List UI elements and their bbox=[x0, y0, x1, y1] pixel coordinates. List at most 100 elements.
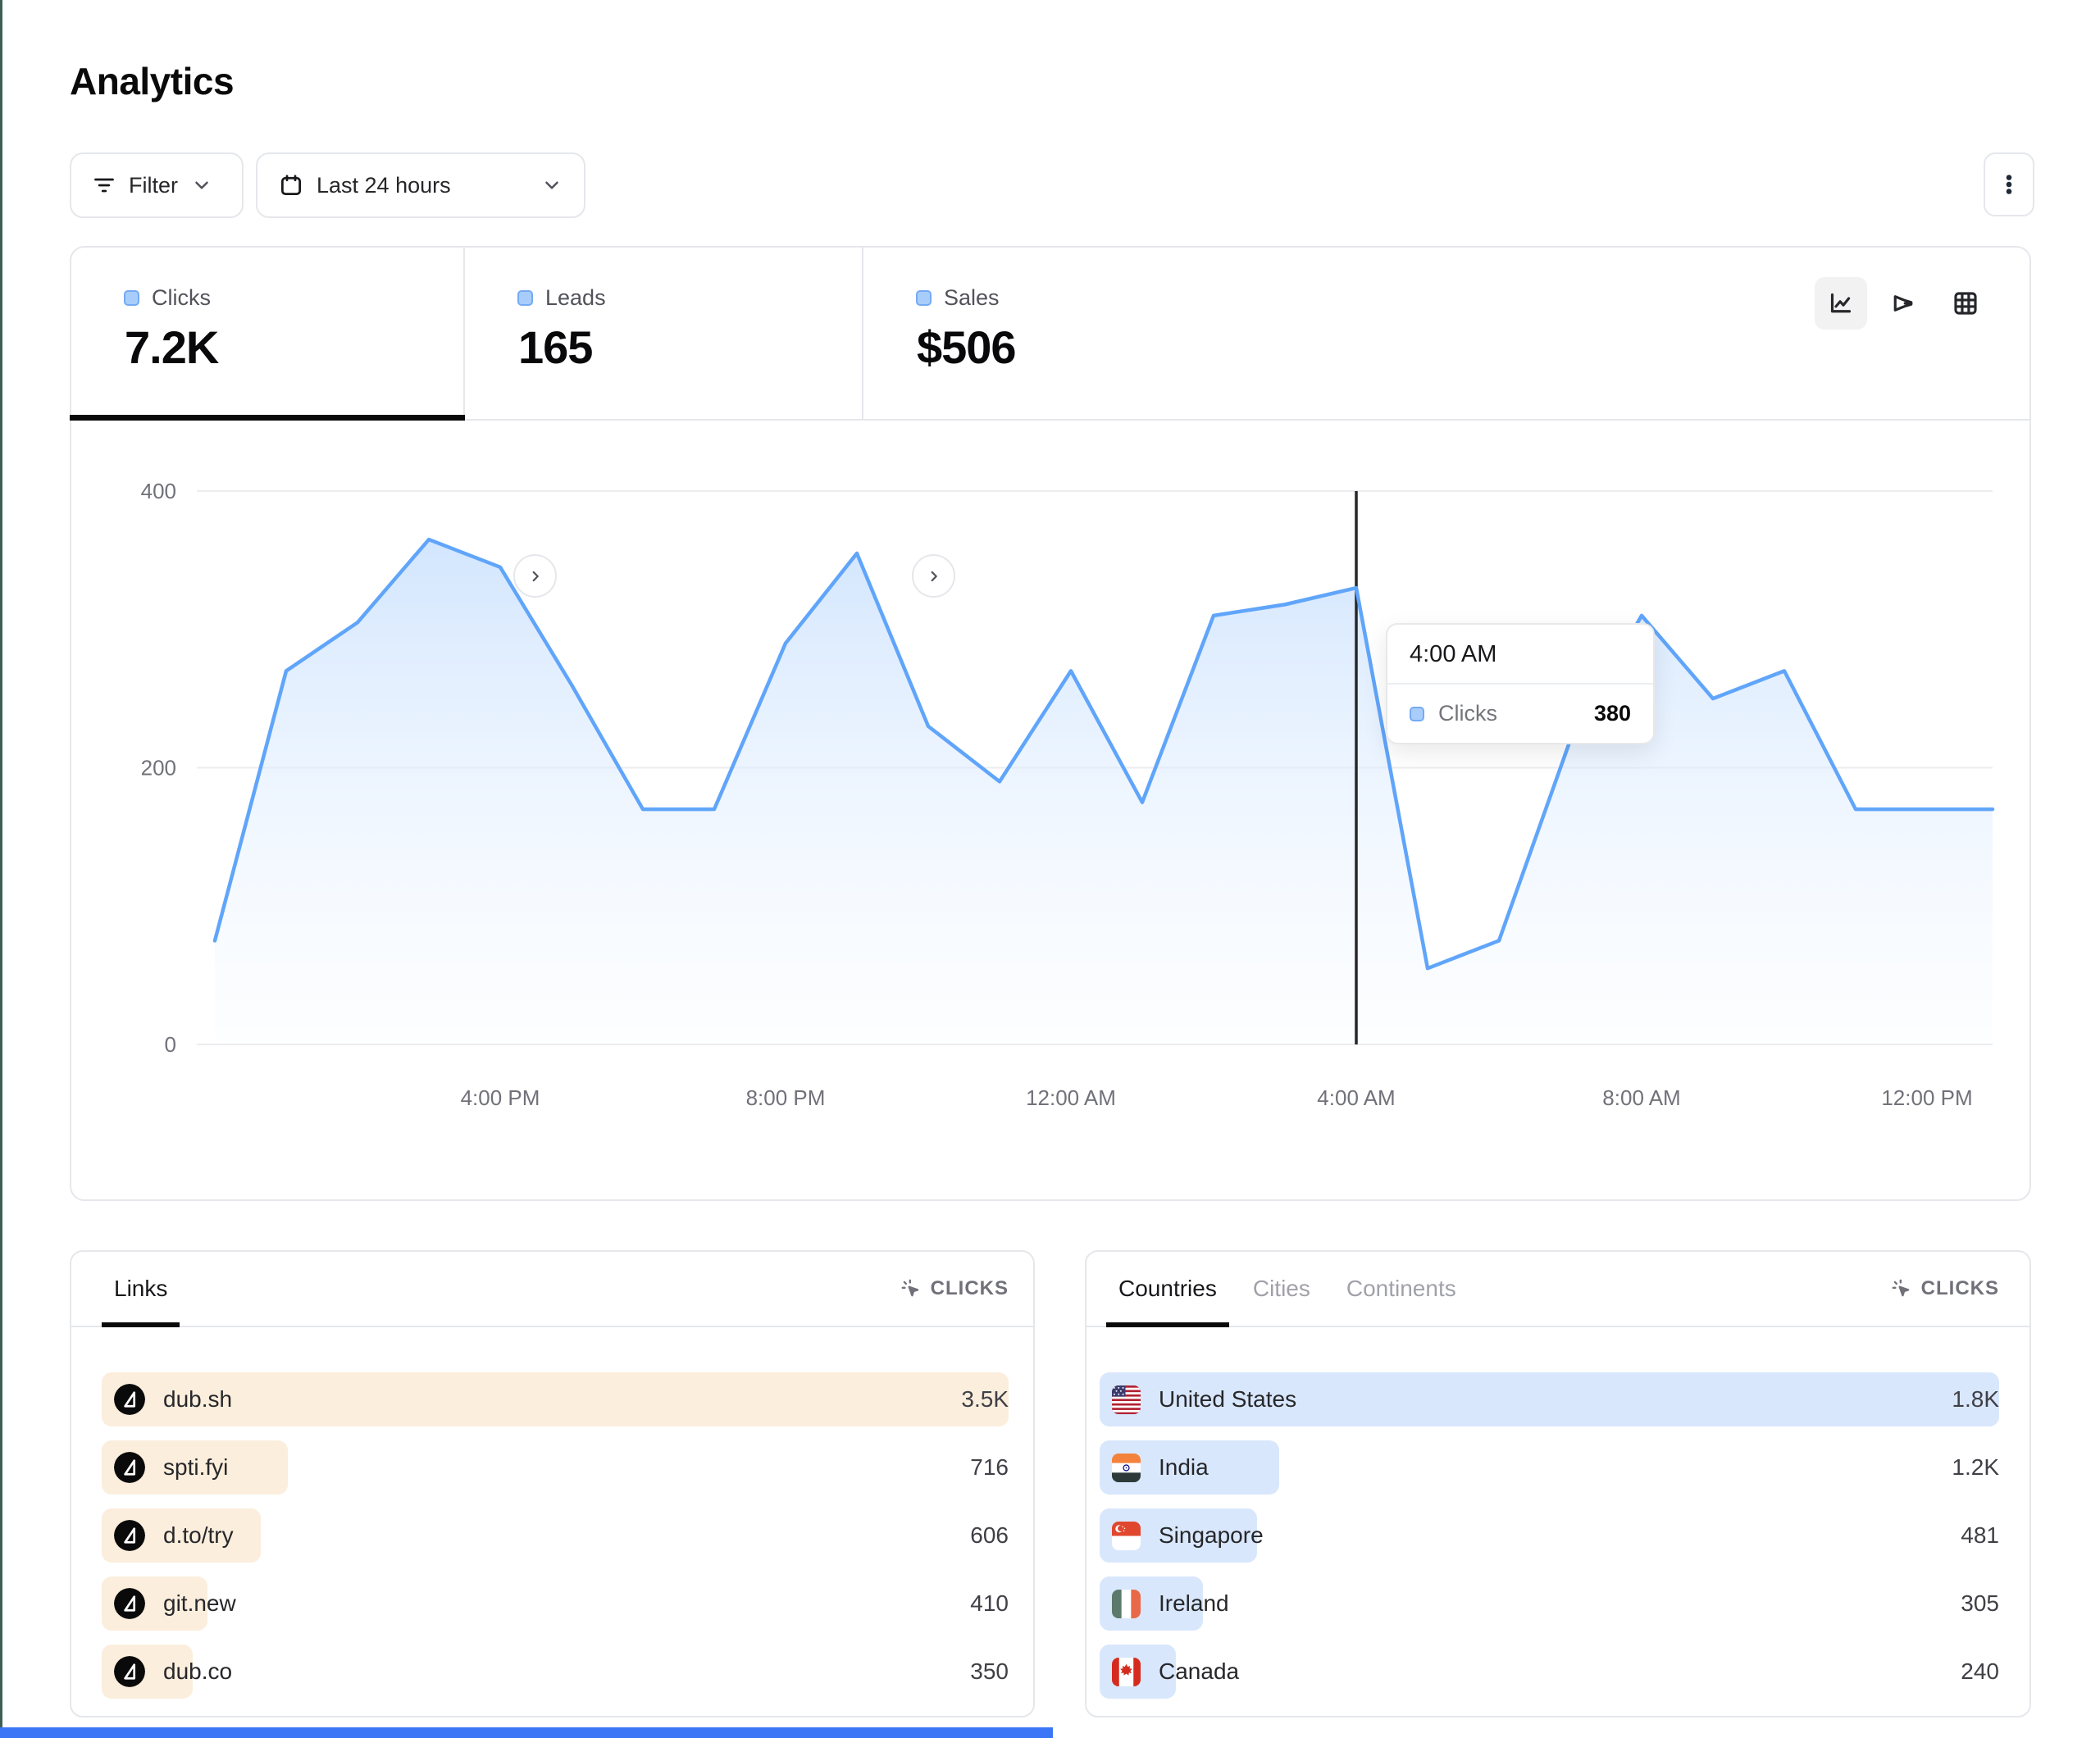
country-label: India bbox=[1159, 1454, 1209, 1480]
flag-ireland-icon bbox=[1112, 1589, 1141, 1618]
flag-singapore-icon bbox=[1112, 1521, 1141, 1550]
chevron-right-icon bbox=[532, 571, 539, 581]
links-panel: Links CLICKS dub.sh 3.5K spti.fyi 716 bbox=[70, 1250, 1035, 1718]
active-tab-indicator bbox=[70, 415, 465, 421]
country-row-singapore[interactable]: Singapore 481 bbox=[1100, 1508, 1999, 1563]
click-cursor-icon bbox=[900, 1277, 922, 1300]
page-title: Analytics bbox=[70, 60, 235, 102]
link-label: dub.co bbox=[163, 1658, 233, 1684]
country-value: 240 bbox=[1961, 1658, 1999, 1684]
tab-continents[interactable]: Continents bbox=[1346, 1252, 1456, 1326]
links-metric-selector[interactable]: CLICKS bbox=[900, 1277, 1009, 1300]
tooltip-legend-swatch bbox=[1410, 706, 1424, 721]
flag-united-states-icon bbox=[1112, 1385, 1141, 1414]
flag-india-icon bbox=[1112, 1453, 1141, 1482]
table-view-button[interactable] bbox=[1939, 277, 1992, 330]
leads-legend-swatch bbox=[517, 290, 533, 306]
dub-logo-icon bbox=[114, 1656, 145, 1687]
filter-icon bbox=[93, 174, 116, 197]
country-row-india[interactable]: India 1.2K bbox=[1100, 1440, 1999, 1495]
tab-cities[interactable]: Cities bbox=[1253, 1252, 1310, 1326]
line-chart-icon bbox=[1826, 289, 1856, 318]
date-range-button[interactable]: Last 24 hours bbox=[256, 152, 585, 218]
link-label: git.new bbox=[163, 1590, 236, 1616]
link-label: d.to/try bbox=[163, 1522, 234, 1548]
country-bar bbox=[1100, 1372, 1999, 1426]
clicks-label: Clicks bbox=[152, 285, 211, 310]
date-range-label: Last 24 hours bbox=[317, 172, 451, 198]
cities-tab-label: Cities bbox=[1252, 1276, 1310, 1301]
countries-tab-label: Countries bbox=[1118, 1276, 1217, 1301]
more-options-button[interactable] bbox=[1984, 152, 2034, 216]
country-value: 305 bbox=[1961, 1590, 1999, 1616]
countries-metric-selector[interactable]: CLICKS bbox=[1890, 1277, 1999, 1300]
chevron-down-icon bbox=[191, 175, 212, 196]
link-row-dub-sh[interactable]: dub.sh 3.5K bbox=[102, 1372, 1009, 1426]
link-value: 350 bbox=[970, 1658, 1009, 1684]
link-label: dub.sh bbox=[163, 1386, 233, 1412]
window-edge-artifact-left bbox=[0, 0, 2, 1738]
chart-view-toggles bbox=[1815, 277, 1992, 330]
clicks-area-chart[interactable] bbox=[197, 491, 1993, 1044]
locations-panel: Countries Cities Continents CLICKS Unite… bbox=[1085, 1250, 2031, 1718]
country-row-canada[interactable]: Canada 240 bbox=[1100, 1645, 1999, 1699]
country-row-ireland[interactable]: Ireland 305 bbox=[1100, 1576, 1999, 1631]
filter-button[interactable]: Filter bbox=[70, 152, 244, 218]
country-label: Canada bbox=[1159, 1658, 1240, 1684]
chart-tooltip: 4:00 AM Clicks 380 bbox=[1386, 623, 1655, 744]
stats-tabs: Clicks 7.2K Leads 165 Sales $506 bbox=[70, 248, 2029, 421]
click-cursor-icon bbox=[1890, 1277, 1913, 1300]
sales-value: $506 bbox=[917, 321, 1017, 373]
table-grid-icon bbox=[1951, 289, 1980, 318]
tab-leads[interactable]: Leads 165 bbox=[465, 248, 863, 419]
leads-value: 165 bbox=[518, 321, 593, 373]
tab-clicks[interactable]: Clicks 7.2K bbox=[70, 248, 465, 421]
window-edge-artifact-bottom bbox=[0, 1727, 1053, 1738]
dub-logo-icon bbox=[114, 1384, 145, 1415]
country-value: 481 bbox=[1961, 1522, 1999, 1548]
line-chart-view-button[interactable] bbox=[1815, 277, 1867, 330]
dub-logo-icon bbox=[114, 1520, 145, 1551]
clicks-value: 7.2K bbox=[125, 321, 219, 373]
chevron-right-icon bbox=[931, 571, 937, 581]
country-label: United States bbox=[1159, 1386, 1297, 1412]
tab-countries[interactable]: Countries bbox=[1106, 1252, 1229, 1327]
continents-tab-label: Continents bbox=[1346, 1276, 1456, 1301]
leads-label: Leads bbox=[545, 285, 606, 310]
calendar-icon bbox=[279, 173, 303, 198]
tab-links[interactable]: Links bbox=[101, 1252, 180, 1327]
sales-label: Sales bbox=[944, 285, 1000, 310]
link-row-dub-co[interactable]: dub.co 350 bbox=[102, 1645, 1009, 1699]
country-label: Ireland bbox=[1159, 1590, 1229, 1616]
links-panel-title: Links bbox=[114, 1276, 168, 1301]
chevron-down-icon bbox=[541, 175, 563, 196]
expand-leads-chevron-button[interactable] bbox=[912, 554, 955, 598]
funnel-chart-icon bbox=[1888, 289, 1918, 318]
link-bar bbox=[102, 1372, 1009, 1426]
link-value: 606 bbox=[970, 1522, 1009, 1548]
country-row-united-states[interactable]: United States 1.8K bbox=[1100, 1372, 1999, 1426]
link-value: 716 bbox=[970, 1454, 1009, 1480]
link-row-git-new[interactable]: git.new 410 bbox=[102, 1576, 1009, 1631]
funnel-chart-view-button[interactable] bbox=[1877, 277, 1929, 330]
tab-sales[interactable]: Sales $506 bbox=[863, 248, 1264, 419]
clicks-legend-swatch bbox=[124, 290, 139, 306]
flag-canada-icon bbox=[1112, 1657, 1141, 1686]
links-metric-label: CLICKS bbox=[930, 1277, 1009, 1299]
link-row-spti-fyi[interactable]: spti.fyi 716 bbox=[102, 1440, 1009, 1495]
country-label: Singapore bbox=[1159, 1522, 1264, 1548]
kebab-menu-icon bbox=[1997, 171, 2021, 198]
tooltip-value: 380 bbox=[1593, 701, 1631, 726]
expand-clicks-chevron-button[interactable] bbox=[513, 554, 557, 598]
dub-logo-icon bbox=[114, 1452, 145, 1483]
country-value: 1.8K bbox=[1952, 1386, 1999, 1412]
tooltip-series-label: Clicks bbox=[1438, 701, 1497, 726]
tooltip-time: 4:00 AM bbox=[1387, 625, 1653, 685]
link-value: 410 bbox=[970, 1590, 1009, 1616]
link-row-d-to-try[interactable]: d.to/try 606 bbox=[102, 1508, 1009, 1563]
link-label: spti.fyi bbox=[163, 1454, 229, 1480]
link-value: 3.5K bbox=[961, 1386, 1009, 1412]
sales-legend-swatch bbox=[916, 290, 932, 306]
countries-metric-label: CLICKS bbox=[1920, 1277, 1999, 1299]
filter-button-label: Filter bbox=[129, 172, 178, 198]
